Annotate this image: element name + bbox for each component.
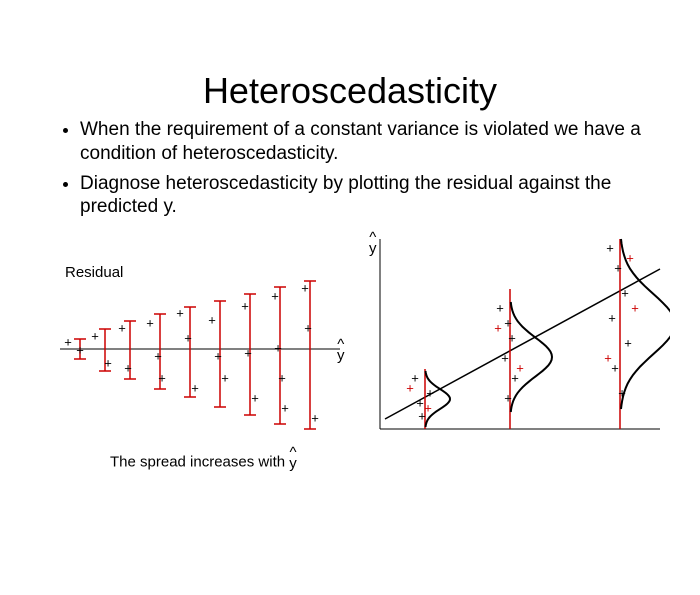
svg-text:+: + xyxy=(278,370,286,385)
svg-text:+: + xyxy=(158,370,166,385)
svg-text:+: + xyxy=(124,360,132,375)
svg-text:+: + xyxy=(311,410,319,425)
svg-text:+: + xyxy=(501,350,509,365)
svg-text:+: + xyxy=(244,345,252,360)
bullet-list: When the requirement of a constant varia… xyxy=(60,118,660,219)
svg-text:+: + xyxy=(504,315,512,330)
svg-text:+: + xyxy=(496,300,504,315)
svg-text:+: + xyxy=(176,305,184,320)
svg-text:+: + xyxy=(516,360,524,375)
svg-text:+: + xyxy=(118,320,126,335)
svg-text:+: + xyxy=(271,288,279,303)
svg-text:+: + xyxy=(426,385,434,400)
chart-caption: The spread increases with ^y xyxy=(110,447,297,470)
svg-text:+: + xyxy=(304,320,312,335)
svg-text:+: + xyxy=(618,385,626,400)
svg-text:+: + xyxy=(221,370,229,385)
chart-area: Residual +++++++++++++++++++++++++ ^y ^y… xyxy=(0,229,700,489)
svg-text:+: + xyxy=(494,320,502,335)
svg-text:+: + xyxy=(91,328,99,343)
svg-text:+: + xyxy=(606,240,614,255)
svg-text:+: + xyxy=(241,298,249,313)
svg-text:+: + xyxy=(281,400,289,415)
svg-text:+: + xyxy=(504,390,512,405)
svg-text:+: + xyxy=(621,285,629,300)
svg-text:+: + xyxy=(76,342,84,357)
svg-text:+: + xyxy=(614,260,622,275)
right-distribution-chart: ++++++++++++++++++++++++ xyxy=(360,229,670,439)
svg-text:+: + xyxy=(104,355,112,370)
bullet-item: Diagnose heteroscedasticity by plotting … xyxy=(80,172,660,220)
svg-text:+: + xyxy=(608,310,616,325)
svg-text:+: + xyxy=(64,334,72,349)
svg-text:+: + xyxy=(624,335,632,350)
svg-text:+: + xyxy=(146,315,154,330)
svg-text:+: + xyxy=(214,348,222,363)
svg-text:+: + xyxy=(631,300,639,315)
page-title: Heteroscedasticity xyxy=(0,70,700,112)
svg-text:+: + xyxy=(508,330,516,345)
svg-text:+: + xyxy=(208,312,216,327)
svg-text:+: + xyxy=(191,380,199,395)
svg-text:+: + xyxy=(604,350,612,365)
svg-text:+: + xyxy=(274,340,282,355)
svg-text:+: + xyxy=(184,330,192,345)
bullet-item: When the requirement of a constant varia… xyxy=(80,118,660,166)
svg-text:+: + xyxy=(301,280,309,295)
svg-text:+: + xyxy=(611,360,619,375)
svg-text:+: + xyxy=(406,380,414,395)
left-residual-chart: + + + + + + + + + + + + + + + + + + + + + + + + + xyxy=(50,229,350,439)
svg-text:+: + xyxy=(154,348,162,363)
yhat-label-left: ^y xyxy=(337,339,345,362)
svg-text:+: + xyxy=(626,250,634,265)
svg-text:+: + xyxy=(251,390,259,405)
svg-text:+: + xyxy=(424,400,432,415)
